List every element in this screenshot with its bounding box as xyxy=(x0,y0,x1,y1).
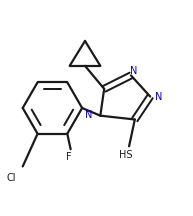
Text: N: N xyxy=(130,66,138,76)
Text: Cl: Cl xyxy=(7,173,16,183)
Text: N: N xyxy=(85,110,92,120)
Text: F: F xyxy=(66,152,72,162)
Text: HS: HS xyxy=(119,150,133,160)
Text: N: N xyxy=(155,92,163,102)
